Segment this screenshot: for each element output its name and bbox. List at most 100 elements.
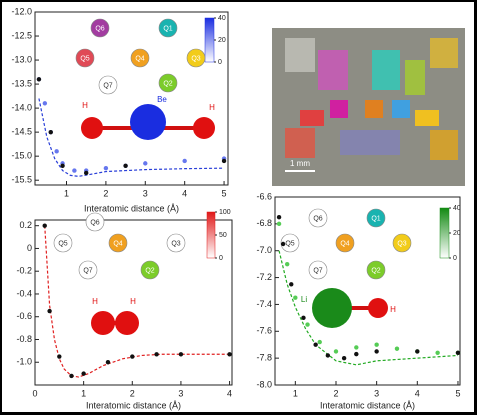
data-point: [154, 352, 158, 356]
data-point: [326, 353, 330, 357]
data-point: [285, 262, 289, 266]
data-point: [43, 101, 47, 105]
atom-label: H: [209, 103, 215, 112]
atom: [130, 104, 166, 140]
atom-label: H: [82, 101, 88, 110]
data-point: [60, 164, 64, 168]
y-tick-label: 0.2: [19, 220, 32, 230]
data-point: [72, 168, 76, 172]
qubit-label: Q4: [340, 240, 349, 247]
atom: [193, 117, 215, 139]
y-tick-label: -7.8: [256, 353, 272, 363]
colorbar-tick-label: 20: [453, 230, 461, 237]
x-tick-label: 1: [64, 188, 69, 198]
colorbar-tick-label: 0: [219, 255, 223, 262]
x-tick-label: 3: [143, 188, 148, 198]
x-tick-label: 5: [455, 388, 460, 398]
colorbar: [207, 212, 215, 258]
y-tick-label: -7.4: [256, 299, 272, 309]
x-tick-label: 4: [227, 388, 232, 398]
data-point: [143, 161, 147, 165]
y-tick-label: -14.0: [11, 102, 32, 112]
qubit-label: Q3: [191, 55, 200, 62]
atom-label: Li: [301, 295, 307, 304]
y-tick-label: -6.8: [256, 218, 272, 228]
y-tick-label: -0.2: [16, 266, 32, 276]
y-tick-label: -6.6: [256, 191, 272, 201]
data-point: [69, 374, 73, 378]
qubit-label: Q7: [313, 267, 322, 274]
data-point: [49, 130, 53, 134]
figure: 1 mm -12.0-12.5-13.0-13.5-14.0-14.5-15.0…: [0, 0, 477, 415]
atom-label: H: [390, 305, 396, 314]
y-tick-label: -12.0: [11, 6, 32, 16]
data-point: [293, 296, 297, 300]
data-point: [104, 166, 108, 170]
y-tick-label: 0: [27, 243, 32, 253]
atom-label: Be: [157, 95, 167, 104]
x-axis-label: Interatomic distance (Å): [84, 203, 179, 213]
y-tick-label: -15.0: [11, 151, 32, 161]
data-point: [54, 149, 58, 153]
colorbar: [205, 18, 214, 62]
data-point: [277, 215, 281, 219]
chip-image: 1 mm: [272, 28, 465, 186]
data-point: [456, 351, 460, 355]
atom: [368, 298, 388, 318]
x-tick-label: 3: [374, 388, 379, 398]
data-point: [354, 352, 358, 356]
data-point: [43, 223, 47, 227]
x-tick-label: 1: [81, 388, 86, 398]
atom-label: H: [92, 297, 98, 306]
x-tick-label: 4: [415, 388, 420, 398]
x-tick-label: 2: [333, 388, 338, 398]
qubit-label: Q3: [171, 240, 180, 247]
data-point: [374, 343, 378, 347]
qubit-label: Q4: [113, 240, 122, 247]
y-tick-label: -13.5: [11, 78, 32, 88]
data-point: [395, 347, 399, 351]
colorbar-tick-label: 40: [453, 205, 461, 212]
data-point: [47, 309, 51, 313]
colorbar-tick-label: 0: [453, 255, 457, 262]
qubit-label: Q7: [83, 267, 92, 274]
y-tick-label: -14.5: [11, 127, 32, 137]
data-point: [84, 171, 88, 175]
colorbar-tick-label: 50: [219, 232, 227, 239]
data-point: [374, 349, 378, 353]
x-tick-label: 1: [293, 388, 298, 398]
x-axis-label: Interatomic distance (Å): [320, 400, 415, 410]
data-point: [81, 371, 85, 375]
data-point: [182, 159, 186, 163]
page: 1 mm -12.0-12.5-13.0-13.5-14.0-14.5-15.0…: [0, 0, 477, 415]
y-tick-label: -7.6: [256, 326, 272, 336]
y-tick-label: -0.8: [16, 334, 32, 344]
atom: [81, 117, 103, 139]
data-point: [277, 222, 281, 226]
qubit-label: Q2: [163, 80, 172, 87]
qubit-label: Q2: [145, 267, 154, 274]
data-point: [123, 164, 127, 168]
data-point: [227, 352, 231, 356]
x-tick-label: 2: [130, 388, 135, 398]
qubit-label: Q1: [163, 25, 172, 32]
colorbar-tick-label: 20: [218, 37, 226, 44]
atom: [91, 311, 115, 335]
data-point: [305, 322, 309, 326]
y-tick-label: -12.5: [11, 30, 32, 40]
colorbar: [440, 208, 449, 258]
data-point: [342, 356, 346, 360]
colorbar-tick-label: 0: [218, 59, 222, 66]
scale-label: 1 mm: [290, 159, 310, 168]
y-tick-label: -1.0: [16, 357, 32, 367]
data-point: [106, 360, 110, 364]
y-tick-label: -0.4: [16, 288, 32, 298]
x-axis-label: Interatomic distance (Å): [86, 400, 181, 410]
qubit-label: Q6: [95, 25, 104, 32]
data-point: [415, 349, 419, 353]
qubit-label: Q5: [285, 240, 294, 247]
x-tick-label: 5: [222, 188, 227, 198]
colorbar-tick-label: 100: [219, 209, 231, 216]
data-point: [289, 282, 293, 286]
qubit-label: Q5: [58, 240, 67, 247]
